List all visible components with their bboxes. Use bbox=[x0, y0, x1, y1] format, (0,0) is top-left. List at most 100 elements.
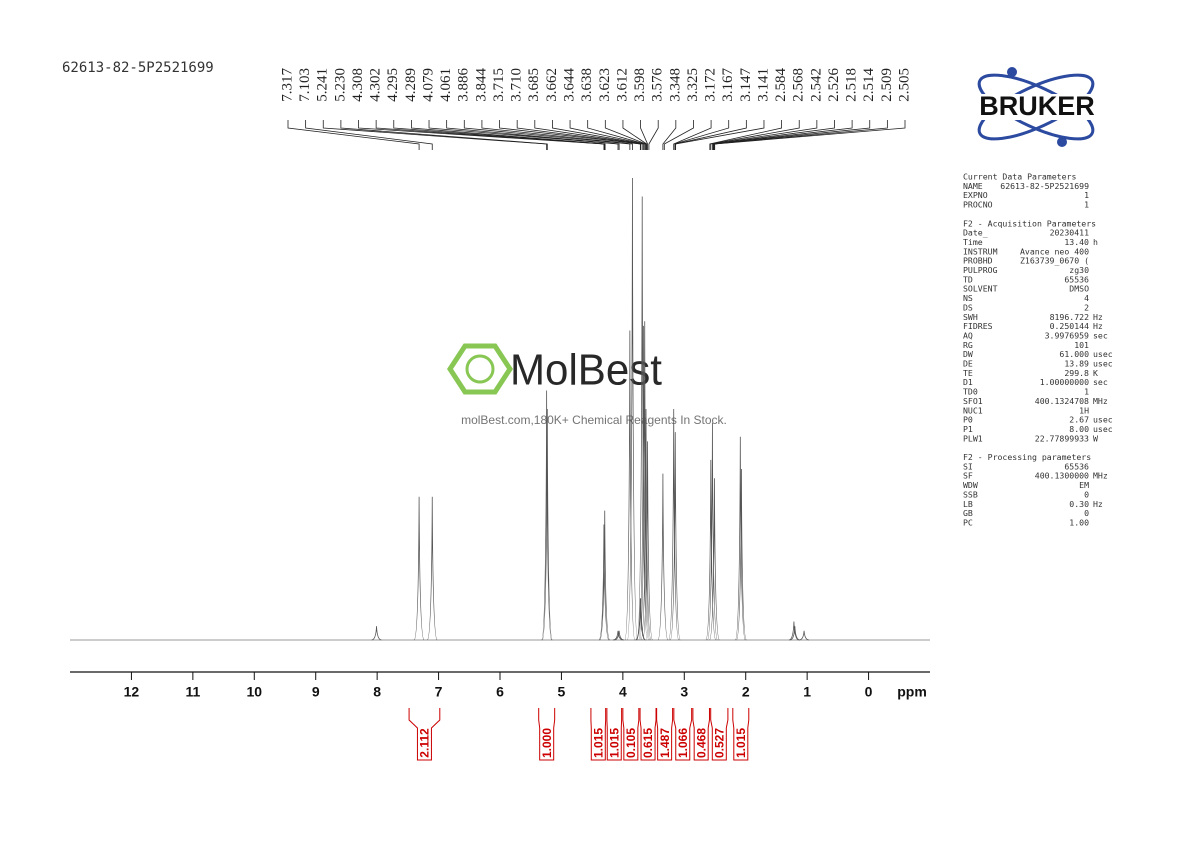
x-tick-label: 11 bbox=[185, 684, 200, 700]
peak bbox=[413, 496, 425, 641]
peak-label: 4.079 bbox=[420, 68, 436, 102]
peak-leader bbox=[552, 120, 645, 150]
param-value: 1H bbox=[1079, 405, 1089, 415]
param-value: 65536 bbox=[1064, 461, 1089, 471]
param-unit: usec bbox=[1093, 349, 1113, 359]
peak bbox=[642, 441, 653, 641]
integral-label: 2.112 bbox=[418, 728, 432, 758]
param-value: 400.1324708 bbox=[1035, 396, 1089, 406]
integral-bracket bbox=[639, 708, 657, 761]
param-unit: K bbox=[1093, 368, 1098, 378]
integral-bracket bbox=[732, 708, 750, 761]
peak-leader bbox=[713, 120, 835, 150]
param-key: NUC1 bbox=[963, 405, 983, 415]
peak-leader bbox=[648, 120, 659, 150]
x-tick-label: 1 bbox=[803, 684, 811, 700]
peak-leader bbox=[663, 120, 694, 150]
peak-leader bbox=[640, 120, 648, 150]
integral-bracket bbox=[710, 708, 729, 761]
peak-leader bbox=[340, 120, 548, 150]
peak-leader bbox=[481, 120, 633, 150]
peak-label: 3.348 bbox=[667, 68, 683, 102]
x-axis-label: ppm bbox=[897, 684, 927, 700]
peak-leader bbox=[446, 120, 620, 150]
peak bbox=[709, 478, 720, 641]
peak-label: 2.505 bbox=[896, 68, 912, 102]
param-key: D1 bbox=[963, 377, 973, 387]
peak-label: 4.295 bbox=[385, 68, 401, 102]
param-key: WDW bbox=[963, 480, 978, 490]
param-value: 101 bbox=[1074, 340, 1089, 350]
peak-label: 4.061 bbox=[438, 68, 454, 102]
param-value: 299.8 bbox=[1064, 368, 1089, 378]
peak-label: 4.302 bbox=[368, 68, 384, 102]
param-key: P0 bbox=[963, 415, 973, 425]
peak bbox=[639, 321, 651, 641]
peak-leader bbox=[410, 120, 606, 150]
peak-label: 3.710 bbox=[509, 68, 525, 102]
peak-leader bbox=[622, 120, 648, 150]
x-tick-label: 5 bbox=[558, 684, 566, 700]
peak-label: 3.715 bbox=[491, 68, 507, 102]
x-tick-label: 12 bbox=[124, 684, 140, 700]
peak bbox=[614, 630, 625, 641]
watermark-tagline: molBest.com,180K+ Chemical Reagents In S… bbox=[461, 413, 727, 427]
peak bbox=[371, 626, 382, 641]
param-value: Avance neo 400 bbox=[1020, 246, 1089, 256]
param-section-title: F2 - Processing parameters bbox=[963, 452, 1091, 462]
peak-leader bbox=[375, 120, 605, 150]
integral-label: 1.015 bbox=[591, 728, 605, 758]
watermark: MolBest molBest.com,180K+ Chemical Reage… bbox=[447, 343, 727, 427]
param-key: TD bbox=[963, 274, 973, 284]
param-section-title: F2 - Acquisition Parameters bbox=[963, 218, 1096, 228]
integral-bracket bbox=[656, 708, 674, 761]
peak-label: 3.325 bbox=[685, 68, 701, 102]
param-unit: h bbox=[1093, 237, 1098, 247]
param-key: SF bbox=[963, 471, 973, 481]
param-value: 61.000 bbox=[1059, 349, 1089, 359]
peak-label: 3.576 bbox=[650, 68, 666, 102]
param-key: TE bbox=[963, 368, 973, 378]
x-tick-label: 8 bbox=[373, 684, 381, 700]
peak-leader bbox=[604, 120, 647, 150]
x-tick-label: 6 bbox=[496, 684, 504, 700]
param-unit: Hz bbox=[1093, 321, 1103, 331]
param-key: SI bbox=[963, 461, 973, 471]
peak bbox=[636, 196, 648, 641]
param-value: 1 bbox=[1084, 190, 1089, 200]
peak-leader bbox=[714, 120, 906, 150]
peak-leader bbox=[673, 120, 730, 150]
peak-label: 4.308 bbox=[350, 68, 366, 102]
peak-label: 2.514 bbox=[861, 68, 877, 102]
logo-orbit bbox=[977, 73, 1095, 141]
param-key: PROCNO bbox=[963, 200, 993, 210]
param-value: 8.00 bbox=[1069, 424, 1089, 434]
peak bbox=[640, 408, 652, 641]
param-key: PULPROG bbox=[963, 265, 998, 275]
param-value: DMSO bbox=[1069, 284, 1089, 294]
peak-label: 4.289 bbox=[403, 68, 419, 102]
integral-bracket bbox=[622, 708, 640, 761]
param-value: 0 bbox=[1084, 489, 1089, 499]
param-unit: sec bbox=[1093, 377, 1108, 387]
param-value: 13.89 bbox=[1064, 359, 1089, 369]
x-tick-label: 2 bbox=[742, 684, 750, 700]
peak bbox=[669, 432, 681, 641]
param-value: 3.9976959 bbox=[1045, 330, 1089, 340]
param-key: PLW1 bbox=[963, 433, 983, 443]
integral-bracket bbox=[606, 708, 623, 761]
watermark-icon bbox=[465, 354, 495, 384]
param-key: Time bbox=[963, 237, 983, 247]
peak-label: 2.568 bbox=[791, 68, 807, 102]
param-value: zg30 bbox=[1069, 265, 1089, 275]
peak-leader bbox=[322, 120, 548, 150]
peak-leader bbox=[587, 120, 646, 150]
param-key: FIDRES bbox=[963, 321, 993, 331]
param-key: PC bbox=[963, 517, 973, 527]
peak bbox=[736, 469, 747, 641]
peak bbox=[598, 524, 610, 641]
integral-bracket bbox=[692, 708, 710, 761]
peak-label: 3.638 bbox=[579, 68, 595, 102]
peak-label: 3.623 bbox=[597, 68, 613, 102]
peak-leader bbox=[675, 120, 765, 150]
